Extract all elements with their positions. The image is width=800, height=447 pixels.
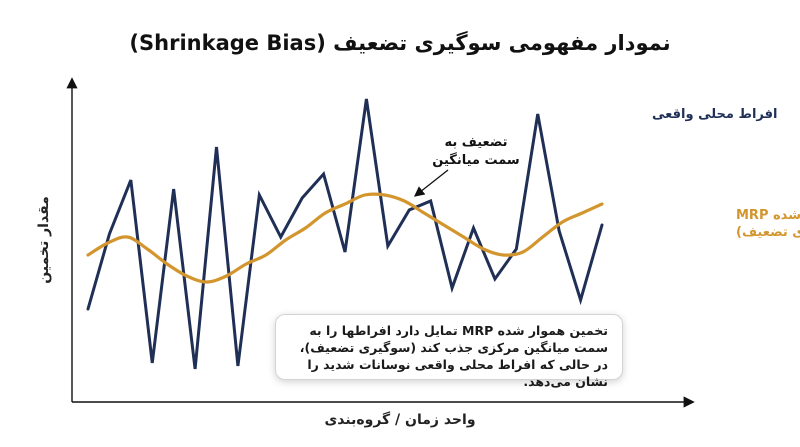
series-label-mrp-line-1: تخمین هموار شده MRP bbox=[736, 208, 800, 223]
series-line-local-extremes bbox=[86, 98, 604, 370]
series-line-mrp-smoothed bbox=[86, 192, 604, 284]
shrink-annotation-arrow bbox=[413, 169, 449, 197]
series-label-mrp-line-2: (با سوگیری تضعیف) bbox=[736, 224, 800, 240]
y-axis-label: مقدار تخمین bbox=[36, 196, 52, 284]
x-axis-label: واحد زمان / گروه‌بندی bbox=[324, 411, 475, 428]
series-label-local-extremes: افراط محلی واقعی bbox=[652, 107, 777, 122]
chart-title: نمودار مفهومی سوگیری تضعیف (Shrinkage Bi… bbox=[129, 30, 670, 55]
explanation-callout: تخمین هموار شده MRP تمایل دارد افراطها ر… bbox=[275, 314, 623, 389]
shrink-annotation-line-1: تضعیف به bbox=[444, 135, 507, 150]
series-layer bbox=[86, 98, 604, 370]
shrink-annotation-line-2: سمت میانگین bbox=[432, 152, 519, 168]
